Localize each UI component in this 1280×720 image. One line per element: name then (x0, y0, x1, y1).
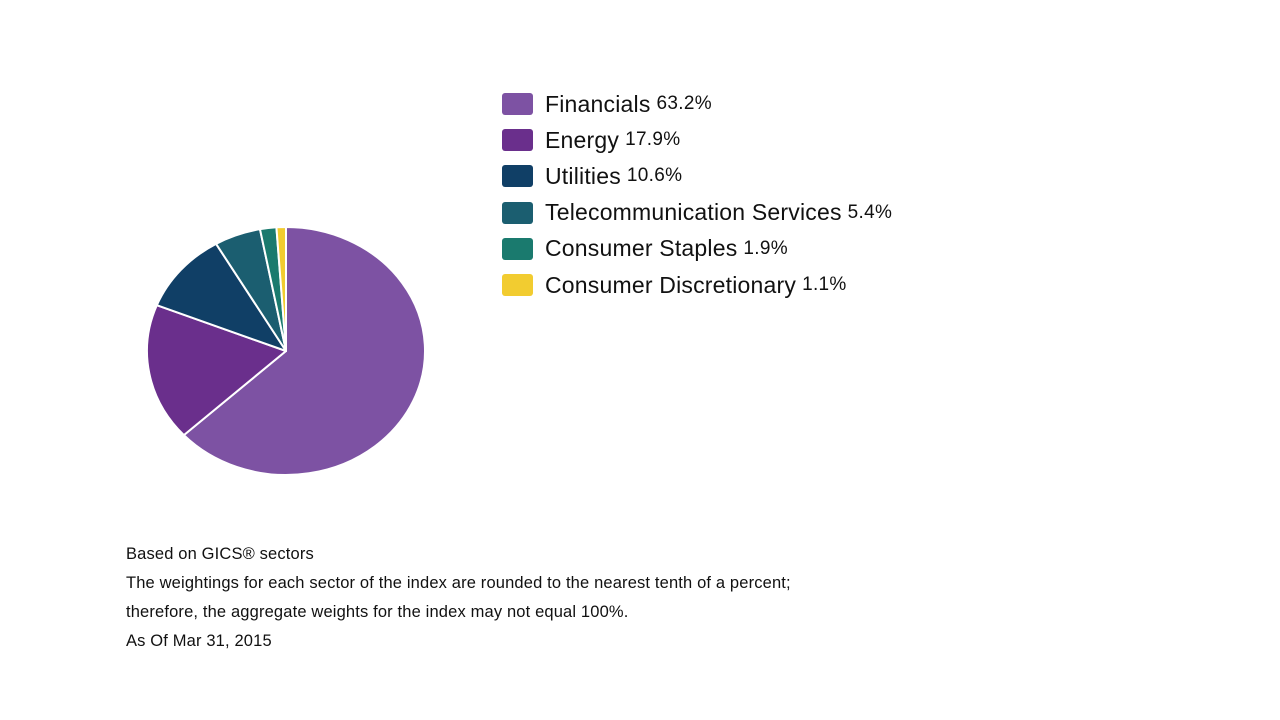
footnote-rounding: The weightings for each sector of the in… (126, 574, 791, 592)
legend-swatch (502, 201, 533, 224)
legend-swatch (502, 93, 533, 116)
legend-label: Financials (545, 90, 651, 117)
legend-item-financials: Financials 63.2% (502, 86, 892, 122)
legend-swatch (502, 129, 533, 152)
legend-item-consumer-staples: Consumer Staples 1.9% (502, 231, 892, 267)
chart-legend: Financials 63.2% Energy 17.9% Utilities 10.6%… (502, 86, 892, 303)
legend-swatch (502, 237, 533, 260)
legend-item-telecommunication-services: Telecommunication Services 5.4% (502, 195, 892, 231)
legend-value: 1.1% (802, 274, 847, 296)
legend-item-consumer-discretionary: Consumer Discretionary 1.1% (502, 267, 892, 303)
legend-swatch (502, 274, 533, 297)
legend-value: 1.9% (743, 237, 788, 259)
legend-label: Utilities (545, 162, 621, 189)
legend-label: Telecommunication Services (545, 199, 842, 226)
legend-label: Energy (545, 126, 620, 153)
legend-value: 10.6% (626, 165, 683, 187)
footnote-aggregate-weights: therefore, the aggregate weights for the… (126, 603, 629, 621)
footnotes: Based on GICS® sectors The weightings fo… (126, 540, 791, 656)
legend-label: Consumer Staples (545, 235, 738, 262)
legend-value: 17.9% (625, 129, 681, 151)
legend-value: 5.4% (847, 201, 893, 223)
pie-slice-utilities (155, 242, 287, 352)
pie-slice-energy (146, 304, 287, 437)
legend-label: Consumer Discretionary (545, 271, 797, 298)
pie-chart (146, 226, 426, 476)
footnote-as-of-date: As Of Mar 31, 2015 (126, 632, 272, 650)
legend-item-energy: Energy 17.9% (502, 122, 892, 158)
pie-slice-financials (182, 226, 426, 476)
legend-swatch (502, 165, 533, 188)
pie-slice-consumer-discretionary (275, 226, 287, 352)
legend-value: 63.2% (656, 93, 712, 115)
footnote-gics-basis: Based on GICS® sectors (126, 545, 314, 563)
legend-item-utilities: Utilities 10.6% (502, 158, 892, 194)
